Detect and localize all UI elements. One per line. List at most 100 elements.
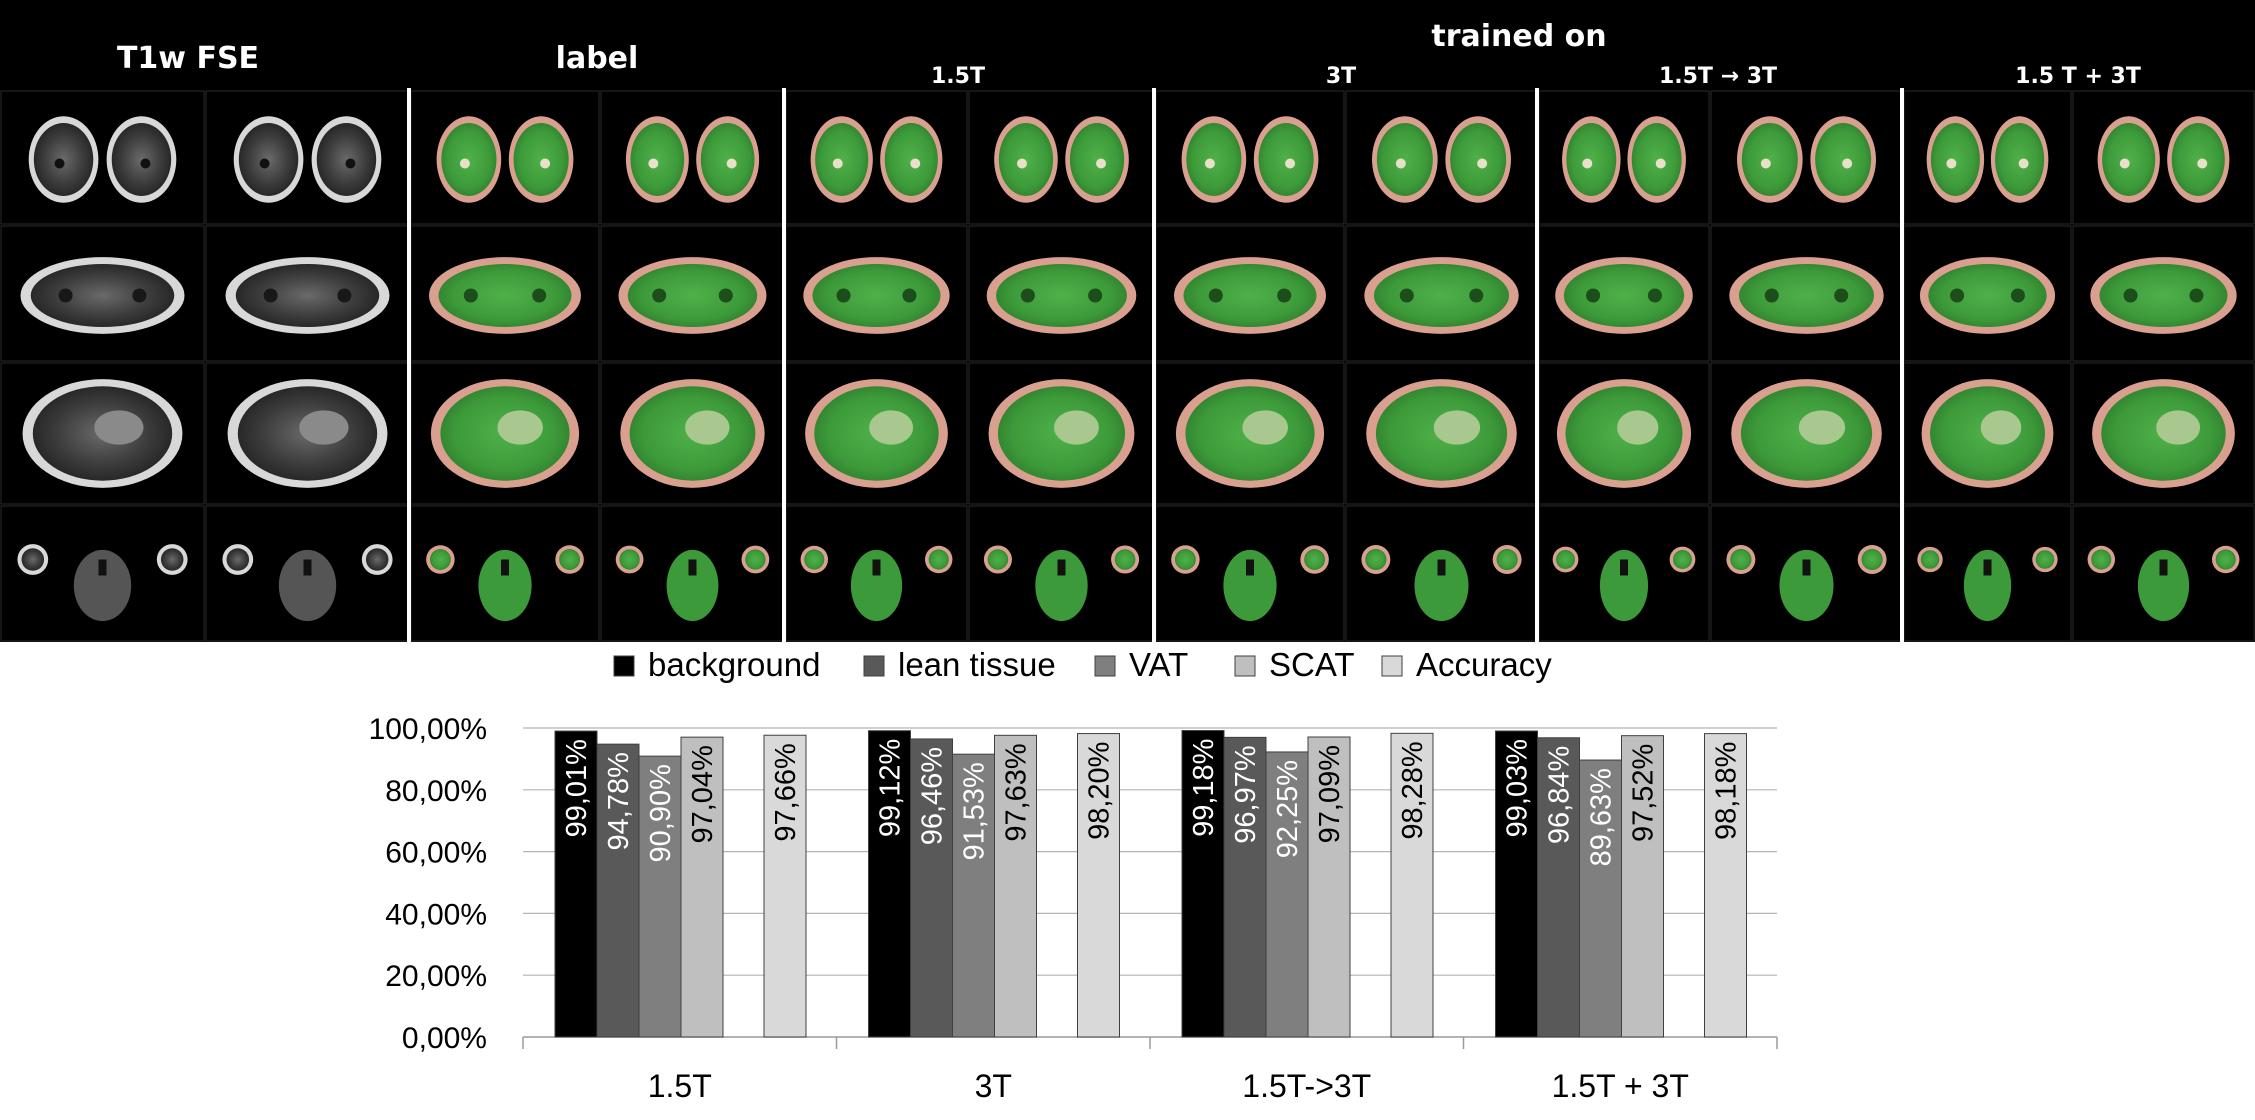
x-category-label: 1.5T bbox=[648, 1068, 712, 1104]
y-tick-label: 20,00% bbox=[385, 960, 487, 993]
header-t1w-fse: T1w FSE bbox=[117, 41, 259, 76]
legend-label: lean tissue bbox=[898, 646, 1056, 683]
bar-vat bbox=[952, 753, 995, 1038]
header-trained-on: trained on bbox=[1431, 19, 1606, 54]
mri-slice-calf bbox=[205, 505, 410, 642]
legend-label: Accuracy bbox=[1416, 646, 1552, 683]
bar-lean-tissue bbox=[910, 738, 953, 1038]
bar-value-label: 99,01% bbox=[561, 739, 593, 837]
mri-slice-thigh bbox=[1903, 90, 2072, 225]
bar-scat bbox=[994, 734, 1037, 1038]
x-category-label: 1.5T + 3T bbox=[1552, 1068, 1689, 1104]
bar-background bbox=[1495, 730, 1538, 1038]
y-tick-label: 80,00% bbox=[385, 775, 487, 808]
x-category-label: 1.5T->3T bbox=[1242, 1068, 1371, 1104]
y-tick-label: 100,00% bbox=[369, 713, 487, 746]
legend-swatch bbox=[1234, 655, 1256, 677]
mri-slice-pelvis bbox=[1345, 225, 1538, 362]
mri-slice-abdomen bbox=[410, 362, 600, 505]
mri-slice-abdomen bbox=[600, 362, 785, 505]
x-axis: 1.5T 3T 1.5T->3T 1.5T + 3T bbox=[522, 1037, 1778, 1104]
bar-lean-tissue bbox=[596, 743, 640, 1038]
bar-scat bbox=[680, 736, 724, 1038]
mri-slice-calf bbox=[0, 505, 205, 642]
bar-value-label: 98,28% bbox=[1397, 741, 1429, 839]
bar-vat bbox=[1265, 751, 1309, 1038]
header-label: label bbox=[556, 41, 639, 76]
bar-scat bbox=[1307, 736, 1351, 1038]
bar-background bbox=[868, 730, 911, 1038]
bar-lean-tissue bbox=[1537, 737, 1580, 1038]
mri-slice-calf bbox=[1155, 505, 1345, 642]
legend-label: background bbox=[648, 646, 820, 683]
mri-slice-thigh bbox=[2072, 90, 2255, 225]
mri-slice-calf bbox=[2072, 505, 2255, 642]
mri-slice-pelvis bbox=[410, 225, 600, 362]
bar-value-label: 99,18% bbox=[1188, 739, 1220, 837]
bar-accuracy bbox=[763, 734, 807, 1038]
legend-swatch bbox=[1381, 655, 1403, 677]
bar-scat bbox=[1621, 735, 1664, 1038]
mri-slice-pelvis bbox=[1710, 225, 1903, 362]
bar-value-label: 96,46% bbox=[917, 747, 949, 845]
mri-slice-pelvis bbox=[1538, 225, 1710, 362]
mri-slice-calf bbox=[1903, 505, 2072, 642]
mri-slice-pelvis bbox=[2072, 225, 2255, 362]
chart-legend: background lean tissue VAT SCAT Accuracy bbox=[613, 646, 1552, 683]
mri-slice-pelvis bbox=[785, 225, 968, 362]
chart-bars: 99,01% 99,12% 99,18% 99,03% 94,78% 96,46% 96,9… bbox=[554, 730, 1747, 1038]
bar-value-label: 92,25% bbox=[1272, 760, 1304, 858]
arrow-right-icon: → bbox=[1721, 64, 1739, 89]
mri-slice-pelvis bbox=[968, 225, 1155, 362]
mri-figure-panel: T1w FSE label trained on 1.5T 3T 1.5T → … bbox=[0, 0, 2255, 642]
header-col-3t: 3T bbox=[1326, 64, 1356, 89]
bar-value-label: 98,20% bbox=[1084, 742, 1116, 840]
bar-background bbox=[554, 730, 598, 1038]
mri-slice-pelvis bbox=[1155, 225, 1345, 362]
mri-slice-abdomen bbox=[1903, 362, 2072, 505]
y-tick-label: 40,00% bbox=[385, 898, 487, 931]
mri-slice-abdomen bbox=[1538, 362, 1710, 505]
mri-slice-calf bbox=[968, 505, 1155, 642]
mri-slice-calf bbox=[1710, 505, 1903, 642]
legend-swatch bbox=[863, 655, 885, 677]
bar-value-label: 97,52% bbox=[1628, 744, 1660, 842]
legend-swatch bbox=[1094, 655, 1116, 677]
mri-figure-svg: T1w FSE label trained on 1.5T 3T 1.5T → … bbox=[0, 19, 2255, 642]
y-axis-ticks: 0,00% 20,00% 40,00% 60,00% 80,00% 100,00% bbox=[369, 713, 487, 1055]
bar-value-label: 97,04% bbox=[687, 745, 719, 843]
mri-panels bbox=[0, 88, 2255, 642]
mri-slice-pelvis bbox=[0, 225, 205, 362]
mri-slice-abdomen bbox=[205, 362, 410, 505]
bar-accuracy bbox=[1077, 733, 1120, 1038]
bar-value-label: 91,53% bbox=[959, 762, 991, 860]
header-col-both: 1.5 T + 3T bbox=[2015, 64, 2141, 89]
bar-accuracy bbox=[1390, 732, 1434, 1038]
bar-lean-tissue bbox=[1223, 736, 1267, 1038]
mri-slice-calf bbox=[410, 505, 600, 642]
bar-accuracy bbox=[1704, 733, 1747, 1038]
mri-slice-thigh bbox=[1155, 90, 1345, 225]
mri-slice-calf bbox=[1345, 505, 1538, 642]
bar-value-label: 99,12% bbox=[875, 739, 907, 837]
mri-slice-thigh bbox=[410, 90, 600, 225]
header-col-1-5t: 1.5T bbox=[931, 64, 985, 89]
mri-slice-pelvis bbox=[1903, 225, 2072, 362]
mri-slice-abdomen bbox=[1155, 362, 1345, 505]
mri-slice-abdomen bbox=[1710, 362, 1903, 505]
mri-slice-abdomen bbox=[1345, 362, 1538, 505]
legend-swatch bbox=[613, 655, 635, 677]
mri-slice-thigh bbox=[1538, 90, 1710, 225]
bar-value-label: 96,84% bbox=[1544, 746, 1576, 844]
mri-slice-calf bbox=[1538, 505, 1710, 642]
bar-value-label: 97,63% bbox=[1001, 743, 1033, 841]
mri-slice-thigh bbox=[600, 90, 785, 225]
mri-slice-thigh bbox=[1345, 90, 1538, 225]
legend-label: VAT bbox=[1129, 646, 1188, 683]
bar-value-label: 97,09% bbox=[1314, 745, 1346, 843]
mri-slice-thigh bbox=[0, 90, 205, 225]
legend-label: SCAT bbox=[1269, 646, 1355, 683]
header-col-1-5t-to-3t: 1.5T → 3T bbox=[1659, 64, 1777, 89]
mri-slice-abdomen bbox=[785, 362, 968, 505]
bar-value-label: 97,66% bbox=[770, 743, 802, 841]
